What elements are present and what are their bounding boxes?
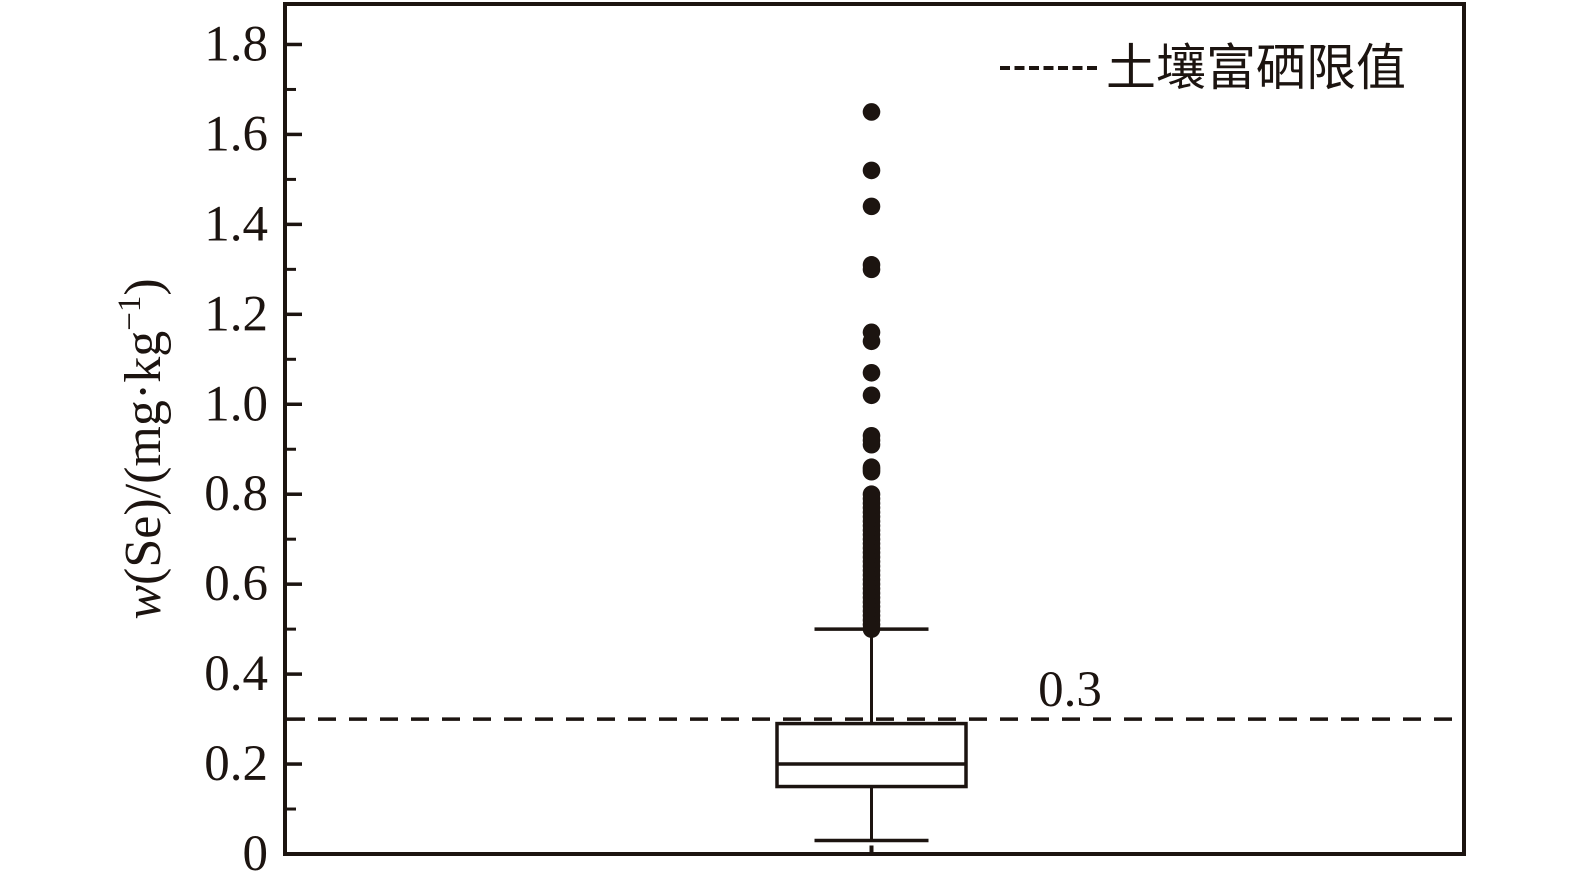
outlier-point xyxy=(862,161,881,180)
outlier-point xyxy=(862,435,881,454)
outlier-point xyxy=(862,620,881,638)
y-axis-title: w(Se)/(mg·kg−1) xyxy=(112,278,172,619)
outlier-point xyxy=(862,386,881,405)
y-axis-tick-label: 0.6 xyxy=(204,556,268,612)
threshold-value-label: 0.3 xyxy=(1038,662,1102,718)
box-body xyxy=(775,721,968,789)
outlier-point xyxy=(862,197,881,216)
y-axis-tick-label: 1.4 xyxy=(204,196,268,252)
outlier-point xyxy=(862,462,881,481)
outlier-point xyxy=(862,363,881,382)
y-axis-tick-label: 0.4 xyxy=(204,646,268,702)
y-axis-tick-label: 0.8 xyxy=(204,466,268,522)
outlier-point xyxy=(862,103,881,121)
outlier-point xyxy=(862,260,881,279)
y-axis-tick-label: 1.0 xyxy=(204,376,268,432)
y-axis-tick-label: 1.8 xyxy=(204,16,268,72)
y-axis-tick-label: 0 xyxy=(243,826,269,882)
outlier-point xyxy=(862,332,881,351)
y-axis-tick-label: 0.2 xyxy=(204,736,268,792)
y-axis-tick-label: 1.6 xyxy=(204,106,268,162)
y-axis-tick-label: 1.2 xyxy=(204,286,268,342)
legend-label: 土壤富硒限值 xyxy=(1106,40,1406,96)
plot-frame xyxy=(283,2,1466,856)
